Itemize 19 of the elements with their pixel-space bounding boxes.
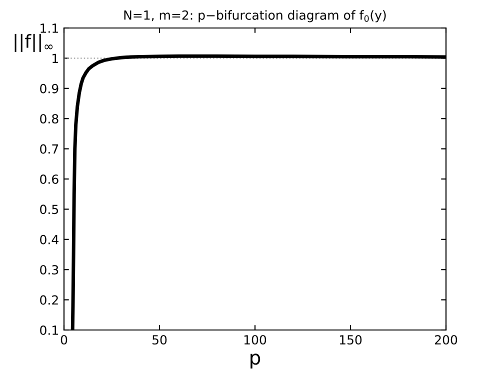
y-axis-title: ||f||$_{∞}$ [14, 34, 53, 52]
y-tick-label: 0.8 [40, 114, 58, 124]
y-tick-label: 0.5 [40, 204, 58, 214]
x-tick-label: 0 [60, 335, 68, 345]
x-tick-label: 200 [434, 335, 458, 345]
y-tick-label: 0.4 [40, 234, 58, 244]
y-tick-label: 0.2 [40, 295, 58, 305]
y-tick-label: 0.6 [40, 174, 58, 184]
y-tick-label: 1 [52, 54, 58, 63]
x-tick-label: 150 [340, 335, 362, 345]
x-tick-label: 50 [152, 335, 167, 345]
y-tick-label: 0.7 [40, 144, 58, 154]
y-tick-label: 0.3 [40, 265, 58, 275]
chart-title: N=1, m=2: p−bifurcation diagram of f$_{0}$(y) [124, 10, 386, 22]
x-axis-title: p [250, 354, 260, 369]
y-tick-label: 0.1 [40, 325, 58, 335]
y-tick-label: 1.1 [40, 24, 58, 33]
x-tick-label: 100 [244, 335, 266, 345]
y-tick-label: 0.9 [40, 84, 58, 94]
